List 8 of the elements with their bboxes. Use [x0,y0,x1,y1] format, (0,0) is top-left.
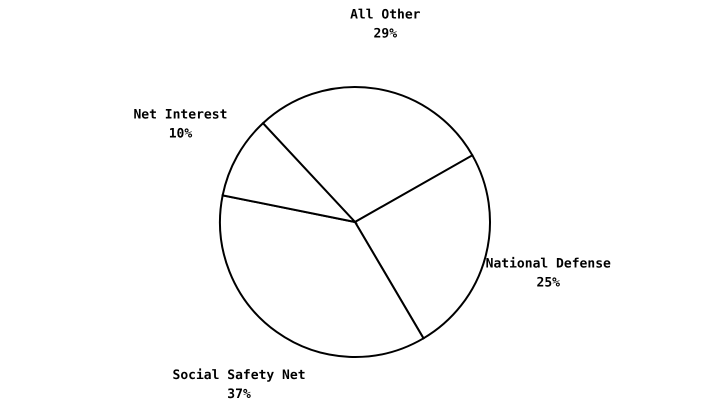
slice-label: Net Interest [133,107,228,122]
data-label: 10% [168,126,192,142]
slice-label: National Defense [486,256,612,272]
data-label: 29% [374,26,398,42]
slice-label: Social Safety Net [172,368,306,383]
data-label: 37% [227,386,251,402]
data-label: 25% [536,276,560,291]
slice-label: All Other [350,7,421,22]
